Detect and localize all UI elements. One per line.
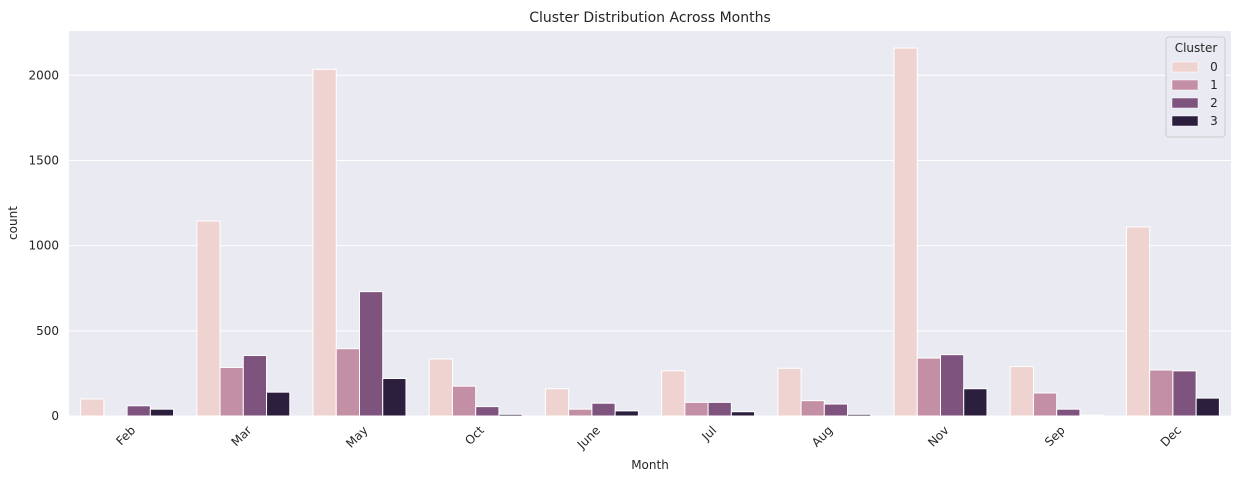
bar-sep-cluster-0 (1009, 366, 1034, 417)
bar-feb-cluster-0 (80, 398, 105, 417)
x-tick-label: May (343, 423, 370, 450)
legend: Cluster 0 1 2 3 (1165, 36, 1226, 138)
legend-label-cluster-1: 1 (1210, 78, 1218, 92)
x-tick-label: Jul (698, 423, 719, 444)
bar-oct-cluster-3 (498, 413, 523, 417)
x-tick-label: Dec (1158, 423, 1184, 449)
bar-jul-cluster-1 (684, 401, 709, 417)
bar-dec-cluster-1 (1149, 369, 1174, 417)
bar-dec-cluster-2 (1172, 370, 1197, 417)
bar-mar-cluster-2 (242, 355, 268, 417)
bar-may-cluster-0 (312, 68, 337, 417)
bar-jul-cluster-0 (661, 370, 686, 417)
bar-mar-cluster-3 (266, 391, 291, 417)
bar-may-cluster-2 (359, 291, 384, 417)
bar-may-cluster-3 (382, 378, 407, 417)
legend-label-cluster-3: 3 (1210, 114, 1218, 128)
bar-nov-cluster-2 (940, 354, 965, 417)
x-tick-label: Nov (925, 423, 951, 449)
y-tick-label: 500 (36, 324, 59, 338)
y-tick-label: 0 (51, 409, 59, 423)
bar-aug-cluster-3 (847, 413, 872, 417)
bar-may-cluster-1 (335, 348, 361, 417)
bar-june-cluster-3 (614, 410, 639, 417)
y-tick-label: 1500 (28, 153, 59, 167)
y-axis-label: count (6, 206, 20, 240)
bar-june-cluster-0 (544, 388, 570, 417)
legend-swatch-cluster-3 (1171, 115, 1199, 127)
bar-june-cluster-2 (591, 402, 616, 417)
y-tick-label: 2000 (28, 68, 59, 82)
legend-items: 0 1 2 3 (1171, 60, 1218, 128)
bar-oct-cluster-1 (451, 385, 477, 417)
bar-aug-cluster-1 (800, 400, 825, 417)
legend-title: Cluster (1175, 41, 1218, 55)
bar-jul-cluster-3 (730, 411, 756, 417)
bar-nov-cluster-0 (893, 47, 918, 417)
legend-swatch-cluster-1 (1171, 79, 1199, 91)
bar-sep-cluster-3 (1079, 414, 1104, 417)
legend-label-cluster-2: 2 (1210, 96, 1218, 110)
bar-sep-cluster-1 (1032, 392, 1058, 417)
bar-dec-cluster-3 (1195, 397, 1220, 417)
bar-aug-cluster-0 (777, 367, 802, 417)
x-tick-labels: Feb Mar May Oct June Jul Aug Nov Sep Dec (113, 423, 1184, 452)
bar-oct-cluster-0 (428, 358, 453, 417)
bar-aug-cluster-2 (823, 403, 849, 417)
x-tick-label: Feb (113, 423, 138, 448)
y-tick-label: 1000 (28, 239, 59, 253)
legend-label-cluster-0: 0 (1210, 60, 1218, 74)
y-tick-labels: 0 500 1000 1500 2000 (28, 68, 59, 423)
bar-nov-cluster-3 (963, 388, 988, 417)
bars (80, 47, 1220, 417)
legend-swatch-cluster-0 (1171, 61, 1199, 73)
plot-background (69, 31, 1231, 416)
x-tick-label: Aug (809, 423, 835, 449)
x-tick-label: Oct (462, 423, 487, 448)
bar-june-cluster-1 (568, 408, 593, 417)
bar-jul-cluster-2 (707, 401, 732, 417)
bar-mar-cluster-0 (196, 220, 221, 417)
x-tick-label: Sep (1042, 423, 1068, 449)
bar-sep-cluster-2 (1056, 408, 1081, 417)
chart-title: Cluster Distribution Across Months (529, 10, 771, 26)
bar-oct-cluster-2 (475, 406, 500, 417)
bar-mar-cluster-1 (219, 366, 244, 417)
bar-dec-cluster-0 (1125, 226, 1151, 417)
legend-swatch-cluster-2 (1171, 97, 1199, 109)
bar-feb-cluster-3 (149, 408, 175, 417)
bar-feb-cluster-2 (126, 405, 151, 417)
x-tick-label: June (574, 423, 603, 452)
x-axis-label: Month (631, 458, 669, 472)
bar-nov-cluster-1 (916, 357, 942, 417)
x-tick-label: Mar (229, 423, 255, 449)
